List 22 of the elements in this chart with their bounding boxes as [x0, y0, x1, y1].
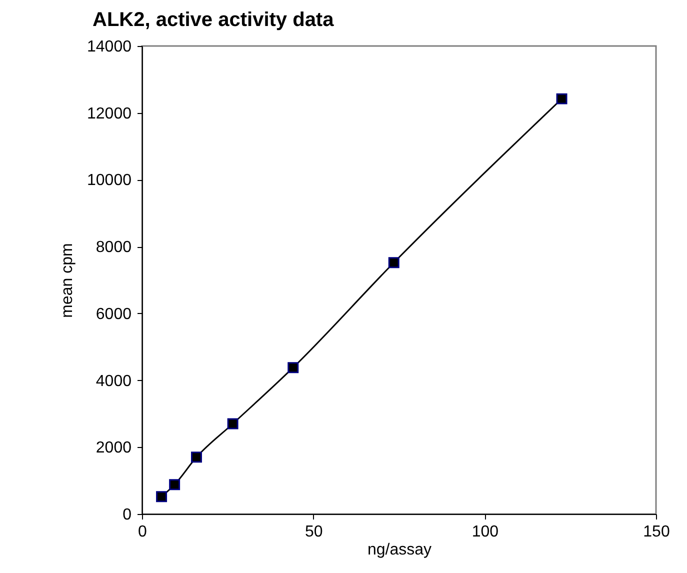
x-tick-label: 150 — [643, 524, 670, 540]
x-axis-title: ng/assay — [367, 542, 432, 558]
y-tick-label: 4000 — [96, 372, 132, 390]
point — [388, 257, 400, 268]
y-tick-label: 8000 — [96, 239, 132, 256]
point — [156, 491, 168, 502]
y-tick-label: 10000 — [87, 172, 132, 190]
point — [227, 418, 238, 430]
y-tick-label: 12000 — [87, 105, 132, 122]
y-tick-label: 14000 — [87, 38, 132, 56]
y-tick-label: 0 — [122, 506, 132, 524]
y-tick-label: 6000 — [96, 306, 132, 323]
x-tick-label: 100 — [472, 524, 499, 540]
point — [190, 452, 202, 463]
chart-title: ALK2, active activity data — [92, 9, 335, 31]
y-tick-label: 2000 — [96, 440, 132, 457]
point — [169, 479, 180, 490]
x-tick-label: 50 — [304, 524, 323, 540]
x-tick-label: 0 — [138, 524, 148, 540]
point — [556, 93, 568, 104]
y-axis-title: mean cpm — [59, 243, 76, 318]
point — [288, 362, 299, 374]
